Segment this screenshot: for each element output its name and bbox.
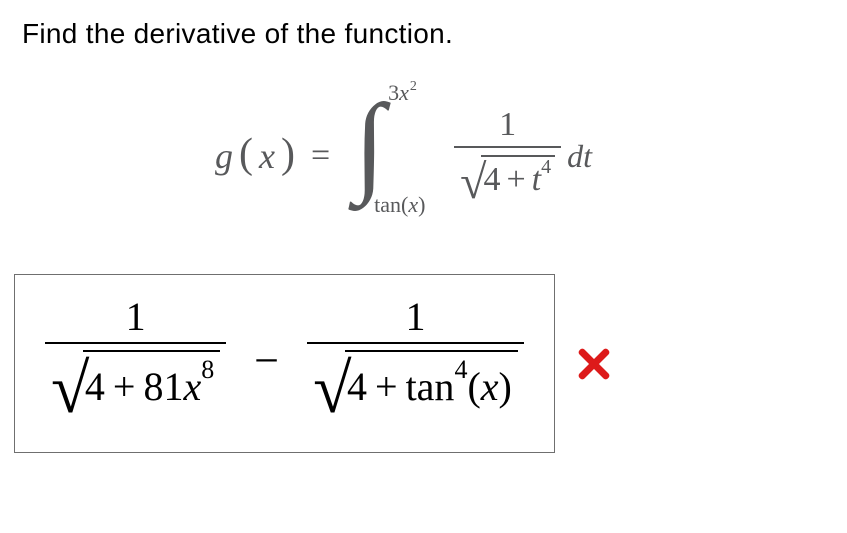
term1-sqrt: √ 4 + 81x8 (51, 348, 220, 428)
integrand: 1 √ 4 + t4 dt (454, 106, 592, 207)
term1-numerator: 1 (120, 293, 152, 342)
differential-dt: dt (567, 138, 592, 175)
integral-upper-limit: 3x2 (388, 80, 416, 106)
equals-sign: = (311, 137, 330, 175)
page: Find the derivative of the function. g (… (0, 0, 847, 533)
term2-sqrt: √ 4 + tan4(x) (313, 348, 518, 428)
term2-numerator: 1 (399, 293, 431, 342)
variable-x: x (259, 135, 275, 177)
function-name: g (215, 135, 233, 177)
answer-row: 1 √ 4 + 81x8 − 1 (14, 274, 825, 453)
integral-lower-limit: tan(x) (374, 192, 425, 218)
integral-sign: ∫ (354, 88, 385, 200)
fraction: 1 √ 4 + t4 (454, 106, 561, 207)
term2-radical: √ (313, 350, 351, 430)
answer-term1: 1 √ 4 + 81x8 (45, 293, 226, 428)
radical-sign: √ (460, 155, 486, 210)
question-prompt: Find the derivative of the function. (22, 18, 825, 50)
term2-denominator: √ 4 + tan4(x) (307, 344, 524, 428)
square-root: √ 4 + t4 (460, 152, 555, 207)
close-paren: ) (281, 130, 295, 178)
incorrect-icon (577, 347, 611, 381)
fraction-denominator: √ 4 + t4 (454, 148, 561, 207)
equation-lhs: g ( x ) (215, 132, 295, 180)
student-answer-box[interactable]: 1 √ 4 + 81x8 − 1 (14, 274, 555, 453)
term2-radicand: 4 + tan4(x) (345, 350, 518, 414)
answer-term2: 1 √ 4 + tan4(x) (307, 293, 524, 428)
term1-denominator: √ 4 + 81x8 (45, 344, 226, 428)
minus-sign: − (254, 335, 279, 386)
term1-radical: √ (51, 350, 89, 430)
radicand: 4 + t4 (481, 155, 555, 199)
equation-display: g ( x ) = ∫ 3x2 tan(x) 1 √ (0, 86, 825, 226)
integral-sign-block: ∫ 3x2 tan(x) (346, 96, 404, 216)
term1-radicand: 4 + 81x8 (83, 350, 220, 414)
open-paren: ( (239, 130, 253, 178)
fraction-numerator: 1 (493, 106, 522, 146)
